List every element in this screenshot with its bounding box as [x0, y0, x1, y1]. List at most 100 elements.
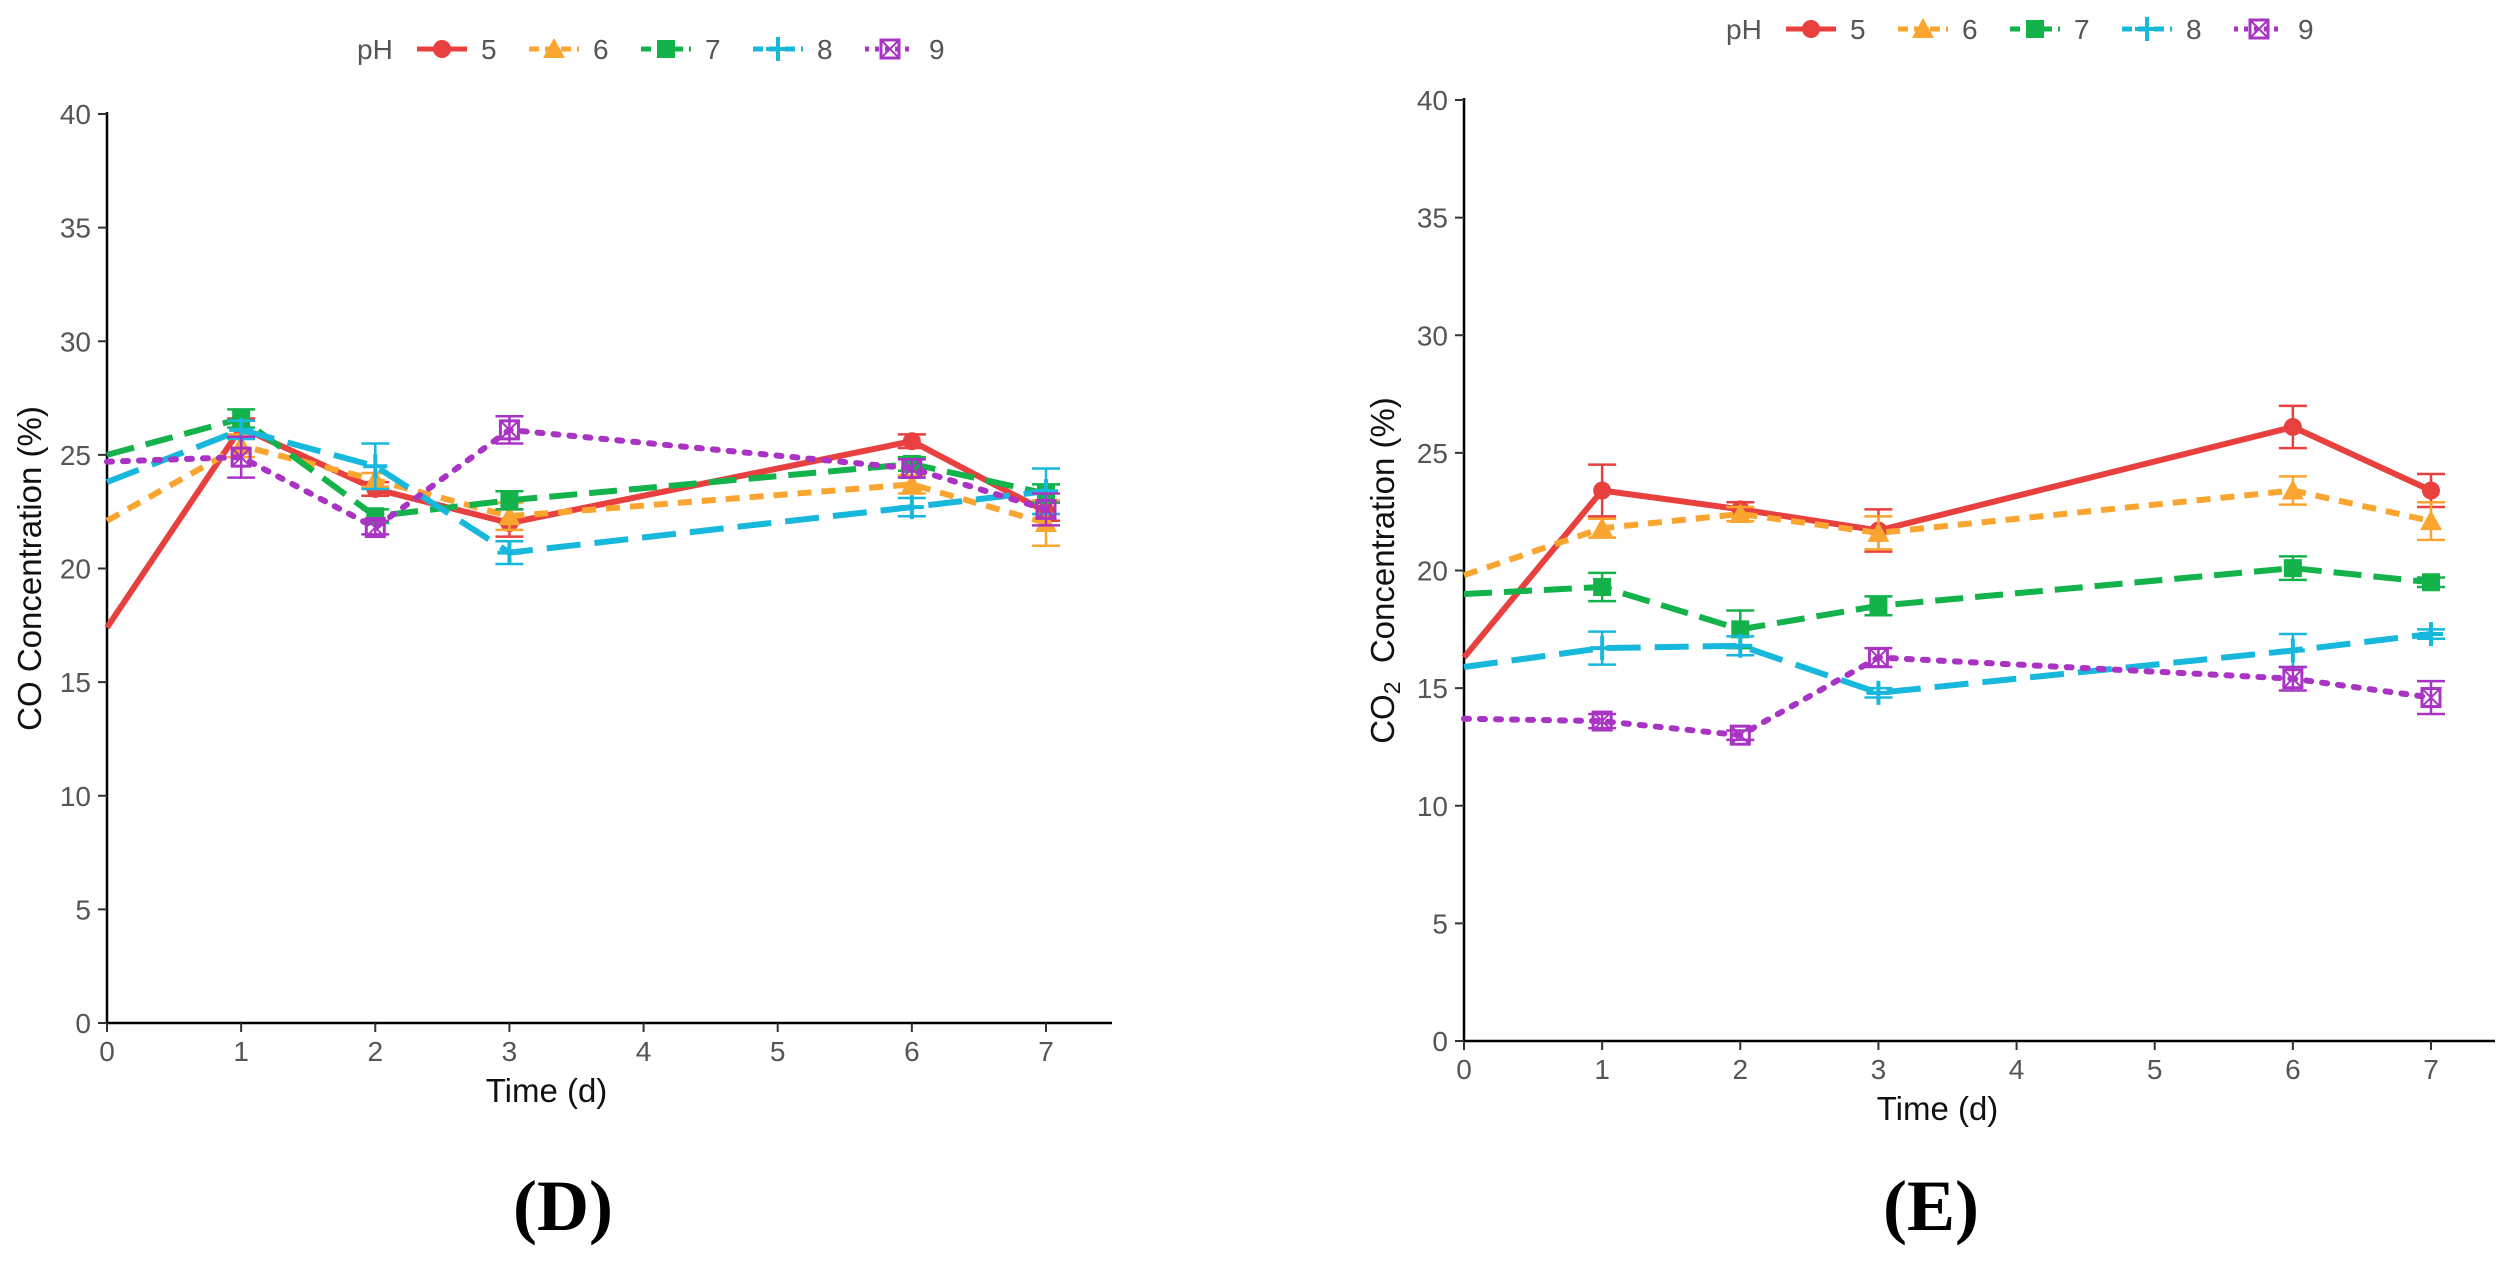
data-point: [1867, 647, 1889, 669]
chart-panel-d: 0 5 10 15 20 25 30 35 40 0 1 2 3 4 5 6 7 Time (d) CO Conce…: [11, 34, 1112, 1109]
data-point: [1590, 636, 1615, 661]
series-line: [1463, 631, 2432, 696]
y-tick-label: 20: [60, 554, 91, 585]
data-point: [902, 432, 921, 451]
legend-key-marker: [2026, 20, 2044, 38]
x-tick-label: 7: [2423, 1054, 2439, 1085]
data-point: [900, 473, 923, 494]
y-tick-label: 15: [60, 667, 91, 698]
legend-item-ph-9: 9: [2234, 14, 2314, 45]
y-axis-title: CO2 Concentration (%): [1364, 397, 1405, 744]
x-tick-label: 2: [367, 1036, 383, 1067]
data-point: [1729, 724, 1751, 746]
legend-label: 6: [1962, 14, 1978, 45]
legend-item-ph-6: 6: [529, 34, 609, 65]
data-point: [2281, 479, 2304, 500]
data-point: [2280, 638, 2305, 663]
y-tick-label: 25: [60, 440, 91, 471]
data-point: [1731, 620, 1750, 639]
data-point: [1591, 710, 1613, 732]
data-point: [2283, 559, 2302, 578]
data-point: [899, 495, 924, 520]
legend-key-marker: [433, 40, 451, 58]
x-tick-label: 2: [1732, 1054, 1748, 1085]
x-tick-label: 5: [770, 1036, 786, 1067]
y-tick-label: 0: [1432, 1026, 1448, 1057]
series-ph-6: [1463, 475, 2445, 579]
x-tick-label: 4: [636, 1036, 652, 1067]
y-tick-label: 0: [75, 1008, 91, 1039]
y-tick-label: 30: [1417, 320, 1448, 351]
legend-item-ph-5: 5: [1786, 14, 1866, 45]
data-point: [1591, 517, 1614, 538]
legend-label: 8: [817, 34, 833, 65]
series-line: [1461, 424, 2433, 660]
legend-item-ph-7: 7: [2010, 14, 2090, 45]
data-point: [497, 540, 522, 565]
x-tick-label: 6: [2285, 1054, 2301, 1085]
legend-label: 5: [1850, 14, 1866, 45]
x-tick-label: 1: [1594, 1054, 1610, 1085]
x-tick-label: 0: [1456, 1054, 1472, 1085]
legend-item-ph-8: 8: [2122, 14, 2202, 45]
legend-label: 9: [2298, 14, 2314, 45]
legend-key-marker: [2248, 18, 2270, 40]
data-point: [500, 491, 519, 510]
data-point: [230, 446, 252, 468]
data-point: [1866, 680, 1891, 705]
data-point: [1593, 481, 1612, 500]
y-tick-label: 10: [1417, 791, 1448, 822]
legend-label: 7: [705, 34, 721, 65]
data-point: [363, 454, 388, 479]
y-tick-label: 5: [75, 894, 91, 925]
legend-key-marker: [2135, 17, 2159, 41]
y-tick-label: 5: [1432, 908, 1448, 939]
y-tick-label: 30: [60, 326, 91, 357]
data-point: [498, 505, 521, 526]
legend-item-ph-8: 8: [753, 34, 833, 65]
series-ph-9: [104, 414, 1060, 539]
series-ph-5: [1461, 404, 2445, 660]
legend-key-marker: [657, 40, 675, 58]
data-point: [2419, 622, 2443, 647]
x-tick-label: 7: [1038, 1036, 1054, 1067]
legend-title: pH: [1726, 14, 1762, 45]
series-line: [1461, 654, 2434, 739]
y-tick-label: 40: [1417, 85, 1448, 116]
y-tick-label: 35: [1417, 203, 1448, 234]
legend-key-marker: [1912, 18, 1934, 38]
legend: pH 5 6 7 8 9: [1726, 14, 2314, 45]
legend-item-ph-7: 7: [641, 34, 721, 65]
series-line: [105, 426, 1047, 556]
legend-key-marker: [1802, 20, 1820, 38]
x-tick-label: 6: [904, 1036, 920, 1067]
series-ph-9: [1461, 646, 2445, 746]
x-axis-title: Time (d): [486, 1072, 608, 1109]
y-tick-label: 35: [60, 213, 91, 244]
data-point: [1867, 521, 1890, 542]
legend-key-marker: [879, 38, 901, 60]
x-tick-label: 3: [1871, 1054, 1887, 1085]
legend: pH 5 6 7 8 9: [357, 34, 945, 65]
legend-label: 7: [2074, 14, 2090, 45]
x-tick-label: 0: [99, 1036, 115, 1067]
legend-key-marker: [543, 38, 565, 58]
data-point: [2422, 573, 2440, 592]
x-tick-label: 1: [233, 1036, 249, 1067]
y-tick-label: 10: [60, 781, 91, 812]
legend-item-ph-5: 5: [417, 34, 497, 65]
y-tick-label: 15: [1417, 673, 1448, 704]
data-point: [2420, 687, 2442, 709]
series-ph-8: [105, 417, 1060, 566]
data-point: [2422, 481, 2440, 500]
y-tick-label: 25: [1417, 438, 1448, 469]
data-point: [1729, 503, 1752, 524]
data-point: [1035, 498, 1057, 520]
y-tick-label: 40: [60, 99, 91, 130]
data-point: [1593, 577, 1612, 596]
data-point: [364, 517, 386, 539]
data-point: [1728, 633, 1753, 658]
legend-item-ph-6: 6: [1898, 14, 1978, 45]
y-tick-label: 20: [1417, 556, 1448, 587]
